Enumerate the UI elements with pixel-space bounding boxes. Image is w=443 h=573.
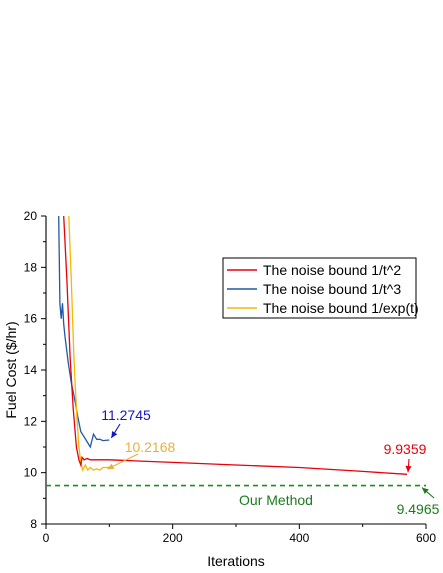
y-tick-label: 20 xyxy=(24,209,38,223)
annotation-our-method-value: 9.4965 xyxy=(397,501,440,517)
x-tick-label: 400 xyxy=(289,531,309,545)
annotation-1-over-t2-final: 9.9359 xyxy=(384,441,427,457)
legend-entry-1-over-exp: The noise bound 1/exp(t) xyxy=(263,300,419,316)
x-tick-label: 0 xyxy=(43,531,50,545)
annotation-layer xyxy=(107,423,435,499)
axes: 0 200 400 600 8 10 12 14 16 18 20 xyxy=(24,209,437,545)
arrow-1-over-exp-head xyxy=(107,463,115,470)
x-tick-label: 200 xyxy=(163,531,183,545)
y-tick-label: 18 xyxy=(24,260,38,274)
series-line-1-over-t2 xyxy=(63,216,408,475)
x-tick-label: 600 xyxy=(416,531,436,545)
y-tick-label: 14 xyxy=(24,363,38,377)
y-tick-label: 16 xyxy=(24,312,38,326)
series-line-1-over-exp xyxy=(68,216,110,472)
y-tick-label: 10 xyxy=(24,466,38,480)
series-line-1-over-t3 xyxy=(58,216,110,449)
y-axis-label: Fuel Cost ($/hr) xyxy=(3,321,19,418)
annotation-1-over-exp-final: 10.2168 xyxy=(125,439,176,455)
legend-entry-1-over-t3: The noise bound 1/t^3 xyxy=(263,281,401,297)
annotation-our-method-label: Our Method xyxy=(239,492,313,508)
legend: The noise bound 1/t^2 The noise bound 1/… xyxy=(222,257,419,319)
x-axis-label: Iterations xyxy=(207,553,265,569)
arrow-1-over-t2-head xyxy=(405,465,412,473)
legend-entry-1-over-t2: The noise bound 1/t^2 xyxy=(263,262,401,278)
annotation-1-over-t3-final: 11.2745 xyxy=(101,407,151,423)
series-layer xyxy=(46,216,426,487)
arrow-1-over-t3-head xyxy=(111,430,118,438)
arrow-our-method-head xyxy=(422,487,429,495)
y-tick-label: 8 xyxy=(30,517,37,531)
y-tick-label: 12 xyxy=(24,414,38,428)
